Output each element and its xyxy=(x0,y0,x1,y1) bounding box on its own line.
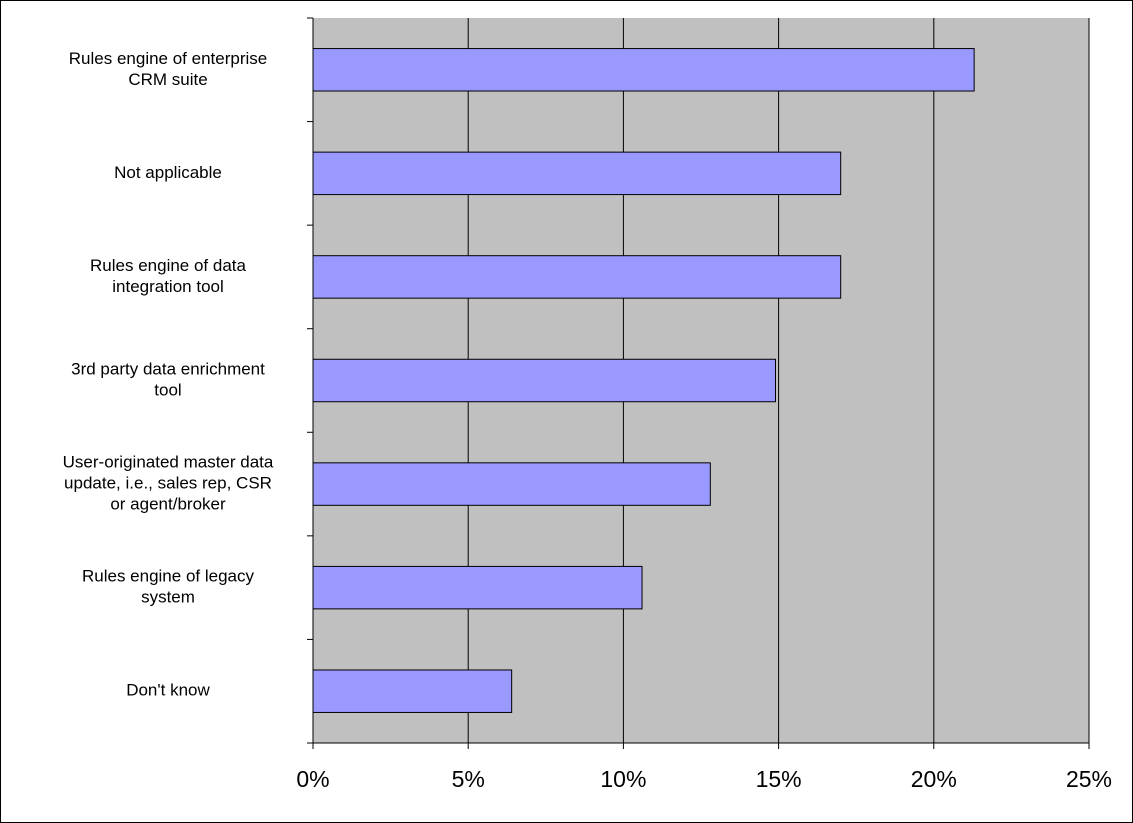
x-tick-label: 0% xyxy=(296,766,329,792)
category-label: 3rd party data enrichment tool xyxy=(71,359,265,399)
category-label: Rules engine of legacy system xyxy=(82,567,255,607)
category-label: Not applicable xyxy=(114,163,222,182)
bar xyxy=(312,462,711,506)
bar xyxy=(312,669,513,713)
category-label-line: Don't know xyxy=(126,681,210,700)
category-label-line: Not applicable xyxy=(114,163,222,182)
x-tick-labels: 0% 5% 10% 15% 20% 25% xyxy=(296,766,1112,792)
x-tick-label: 25% xyxy=(1066,766,1112,792)
bar xyxy=(312,255,842,299)
x-tick-label: 5% xyxy=(452,766,485,792)
category-label-line: User-originated master data xyxy=(63,453,274,472)
bar xyxy=(312,565,643,610)
category-label-line: update, i.e., sales rep, CSR xyxy=(64,474,272,493)
category-label-line: Rules engine of legacy xyxy=(82,567,255,586)
category-label-line: CRM suite xyxy=(128,70,207,89)
x-tick-label: 10% xyxy=(600,766,646,792)
category-labels: Rules engine of enterprise CRM suite Not a… xyxy=(63,49,274,700)
bar xyxy=(312,151,842,196)
x-tick-label: 20% xyxy=(911,766,957,792)
category-label: Rules engine of data integration tool xyxy=(90,256,246,296)
bar xyxy=(312,48,975,92)
category-label-line: integration tool xyxy=(112,277,224,296)
x-tick-label: 15% xyxy=(756,766,802,792)
category-label-line: or agent/broker xyxy=(110,495,226,514)
category-label: Rules engine of enterprise CRM suite xyxy=(69,49,267,89)
category-label: User-originated master data update, i.e.,… xyxy=(63,453,274,514)
category-label-line: Rules engine of enterprise xyxy=(69,49,267,68)
category-label-line: Rules engine of data xyxy=(90,256,246,275)
axes xyxy=(307,17,1090,749)
category-label-line: system xyxy=(141,588,195,607)
bars xyxy=(312,48,975,713)
category-label-line: 3rd party data enrichment xyxy=(71,359,265,378)
category-label-line: tool xyxy=(154,380,181,399)
category-label: Don't know xyxy=(126,681,210,700)
bar xyxy=(312,358,776,403)
